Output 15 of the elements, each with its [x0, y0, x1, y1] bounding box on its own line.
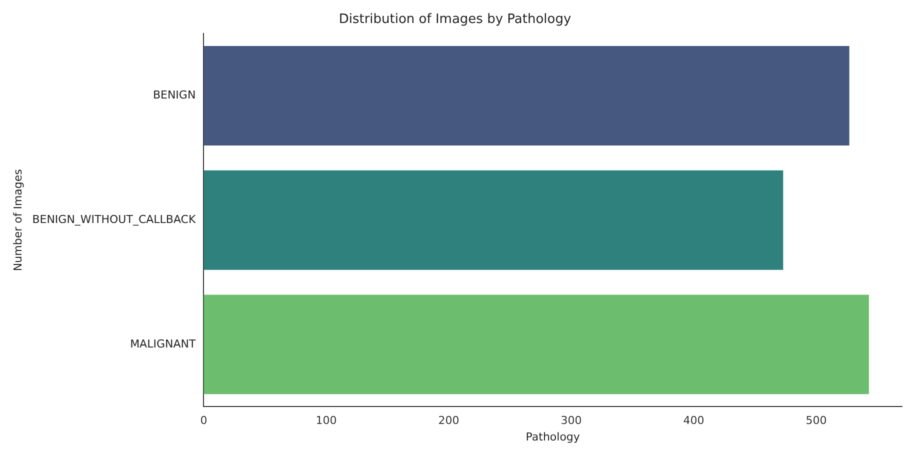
x-axis-title: Pathology	[526, 430, 580, 444]
x-tick-label: 300	[560, 414, 582, 428]
bar	[204, 294, 869, 394]
bar	[204, 170, 784, 270]
x-tick-label: 400	[683, 414, 704, 428]
x-tick-label: 100	[316, 414, 337, 428]
y-axis-title: Number of Images	[11, 168, 24, 272]
chart-title: Distribution of Images by Pathology	[338, 12, 572, 28]
y-tick-label: BENIGN_WITHOUT_CALLBACK	[32, 212, 196, 226]
y-tick-label: MALIGNANT	[130, 337, 196, 350]
y-tick-label: BENIGN	[152, 88, 196, 102]
x-tick-label: 500	[806, 414, 827, 428]
bar	[204, 46, 850, 146]
x-tick-label: 0	[200, 414, 208, 428]
x-tick-label: 200	[438, 414, 460, 428]
